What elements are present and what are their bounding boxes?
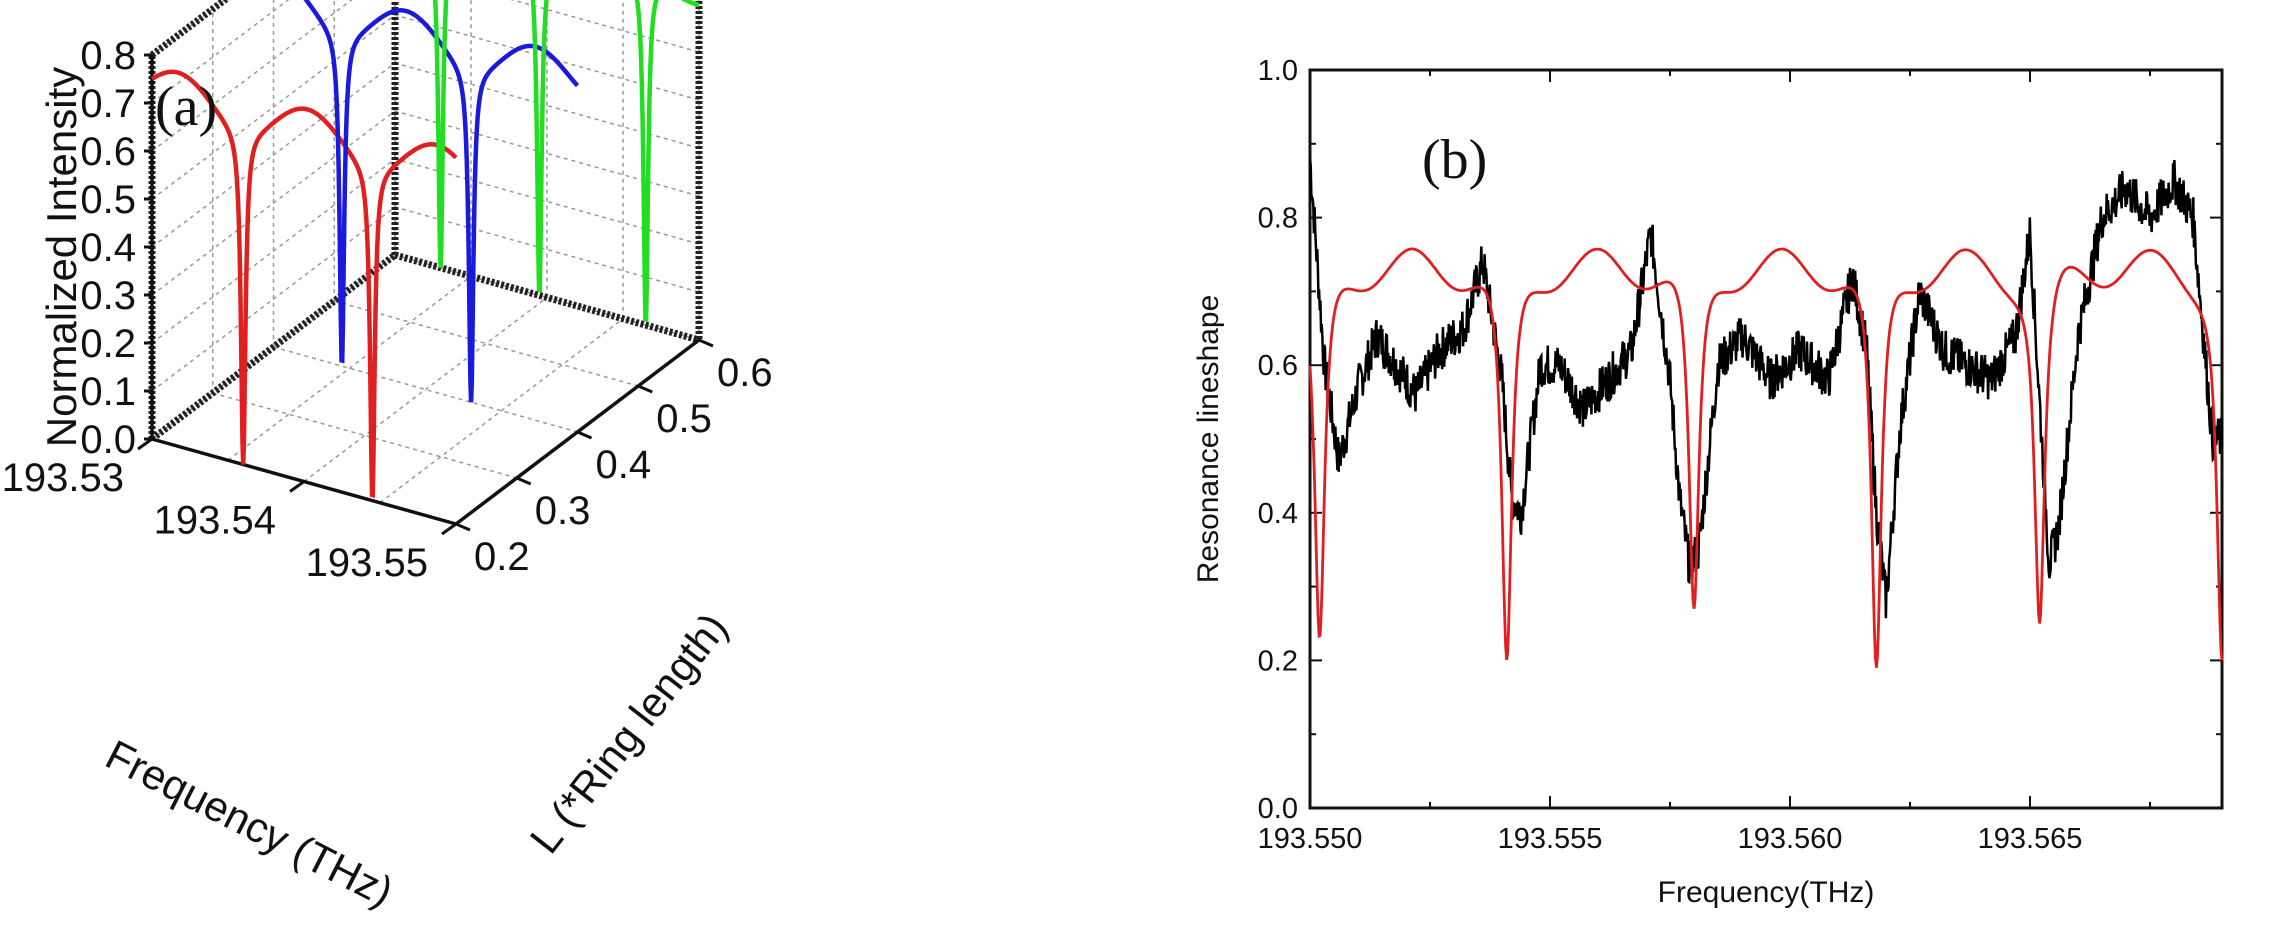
panel-label-a: (a) [155,76,217,138]
z-tick-label: 0.0 [80,418,136,462]
box-edge [149,252,398,442]
x-tick-label: 193.53 [2,456,124,500]
z-tick-label: 0.3 [80,274,136,318]
y-tick [455,522,471,532]
y-tick-label-b: 0.8 [1258,203,1298,235]
y-tick [576,430,593,440]
y-tick-label: 0.6 [717,351,773,395]
grid-z-line [151,110,700,296]
x-tick-label-b: 193.555 [1498,823,1603,855]
y-tick-label-b: 0.6 [1258,350,1298,382]
z-tick-label: 0.2 [80,322,136,366]
grid-l-floor [212,392,517,479]
y-axis-label-b: Resonance lineshape [1192,295,1225,584]
x-axis-label-b: Frequency(THz) [1658,876,1875,909]
z-axis-label: Normalized Intensity [38,67,85,447]
y-tick-label: 0.2 [474,535,530,579]
z-tick-label: 0.7 [80,82,136,126]
grid-z-line [151,206,700,392]
y-tick [637,384,653,394]
fit-curve [1308,247,2224,668]
x-tick-label-b: 193.560 [1738,823,1843,855]
z-tick-label: 0.8 [80,34,136,78]
curve-blue [303,0,580,403]
x-tick-label: 193.55 [306,541,428,585]
y-tick-label: 0.5 [656,397,712,441]
grid-f-floor [379,318,624,504]
x-axis-label: Frequency (THz) [99,731,401,916]
z-tick-label: 0.5 [80,178,136,222]
x-tick-label-b: 193.550 [1258,823,1363,855]
z-tick-label: 0.6 [80,130,136,174]
grid-f-floor [227,275,472,461]
y-axis-label: L (*Ring length) [521,604,737,862]
box-frame [148,0,703,442]
x-tick [137,437,153,451]
y-tick-label-b: 0.0 [1258,793,1298,825]
grid-z-line [151,0,700,152]
box-edge [394,251,700,344]
y-tick [698,338,714,348]
z-tick-label: 0.4 [80,226,136,270]
y-tick-label: 0.3 [535,489,591,533]
y-tick [516,476,532,486]
y-tick-label-b: 0.4 [1258,498,1298,530]
y-tick-label-b: 0.2 [1258,645,1298,677]
panel-b: 0.0 0.2 0.4 0.6 0.8 1.0 193.550 193.555 193.560 1… [1192,55,2224,909]
axes-3d [151,338,701,526]
x-tick [289,480,305,493]
grid-f-floor [303,296,548,483]
x-tick-label: 193.54 [154,499,276,543]
measured-curve [1308,158,2224,619]
curve-red [150,69,458,499]
grid-z-line [151,254,700,440]
z-tick-label: 0.1 [80,370,136,414]
y-tick-label: 0.4 [596,443,652,487]
curve-green [432,0,700,323]
x-tick-label-b: 193.565 [1978,823,2083,855]
box-edge [149,0,231,58]
grid-z-line [151,0,700,104]
x-tick [441,522,457,536]
panel-a: 0.00.10.20.30.40.50.60.70.8193.53193.541… [2,0,773,916]
y-tick-label-b: 1.0 [1258,55,1298,87]
panel-label-b: (b) [1422,129,1487,191]
